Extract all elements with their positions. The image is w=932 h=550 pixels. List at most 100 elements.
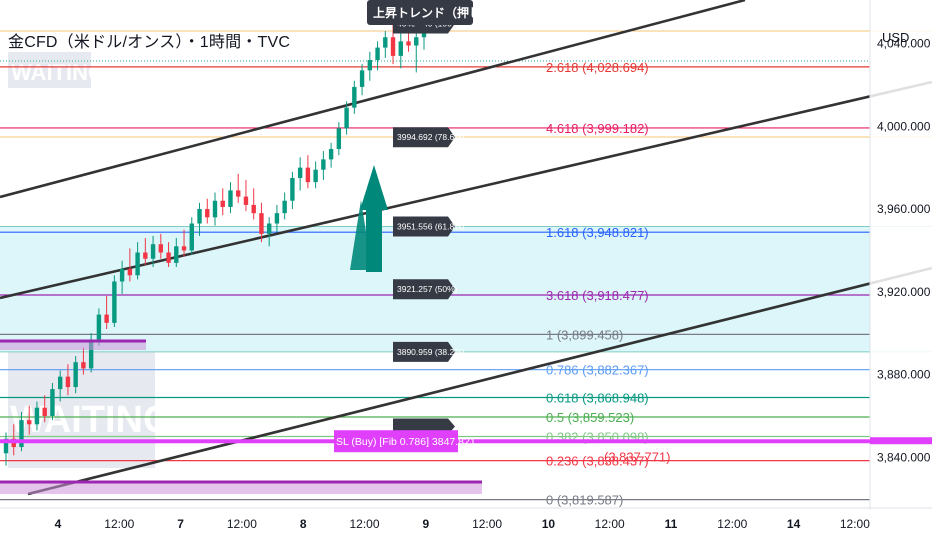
candle[interactable] — [313, 161, 318, 189]
watermark-box-bottom — [8, 352, 155, 468]
candle-body — [189, 223, 194, 251]
candle-body — [383, 37, 388, 48]
candle[interactable] — [266, 217, 272, 247]
candle[interactable] — [158, 233, 164, 259]
candle-body — [236, 190, 241, 197]
candle[interactable] — [297, 157, 303, 191]
candle-body — [127, 269, 133, 276]
candle[interactable] — [50, 382, 55, 421]
time-tick-label: 9 — [422, 517, 429, 531]
candle[interactable] — [321, 151, 326, 181]
time-tick-label: 12:00 — [349, 517, 379, 531]
candle[interactable] — [19, 411, 24, 452]
purple-zone-bar-2 — [0, 482, 482, 494]
candle[interactable] — [42, 395, 47, 423]
trend-callout-tail — [414, 25, 426, 34]
candle[interactable] — [383, 31, 388, 58]
candle[interactable] — [34, 401, 40, 431]
candle[interactable] — [367, 51, 373, 81]
fib-percent-label[interactable]: 3890.959 (38.2%) — [393, 341, 465, 362]
candle[interactable] — [104, 295, 109, 330]
candle[interactable] — [352, 80, 357, 114]
candle[interactable] — [236, 173, 241, 203]
candle[interactable] — [290, 171, 295, 210]
channel-line-2[interactable] — [27, 266, 932, 496]
candle[interactable] — [220, 188, 225, 216]
fib-percent-label[interactable]: 3921.257 (50%) — [393, 279, 458, 300]
candle-body — [266, 223, 272, 234]
candle[interactable] — [274, 204, 280, 232]
channel-line-1[interactable] — [0, 80, 932, 300]
price-tick-label: 3,920.000 — [877, 285, 931, 299]
candle[interactable] — [143, 238, 148, 265]
candle[interactable] — [282, 192, 287, 220]
candle[interactable] — [81, 347, 86, 375]
candle[interactable] — [398, 31, 403, 69]
candle[interactable] — [328, 142, 334, 168]
candle-body — [19, 420, 24, 448]
candle[interactable] — [96, 308, 102, 346]
candle[interactable] — [65, 364, 71, 396]
fib-percent-label[interactable]: 3994.692 (78.6%) — [393, 127, 465, 148]
time-tick-label: 7 — [177, 517, 184, 531]
price-tick-label: 4,040.000 — [877, 36, 931, 50]
candle-body — [220, 200, 225, 207]
candle[interactable] — [336, 122, 342, 156]
candle[interactable] — [414, 26, 419, 73]
candle-body — [205, 209, 210, 218]
trend-callout-box — [367, 0, 473, 25]
candle[interactable] — [359, 64, 365, 96]
candle[interactable] — [73, 355, 78, 394]
watermark-box-top — [8, 52, 91, 88]
candle-body — [34, 407, 40, 425]
candle-body — [406, 41, 411, 46]
candle[interactable] — [251, 188, 256, 220]
candle[interactable] — [375, 41, 380, 71]
channel-line-0[interactable] — [0, 0, 746, 199]
candle[interactable] — [344, 101, 349, 135]
fib-percent-pill — [393, 127, 455, 148]
purple-zone-bar-1 — [0, 341, 146, 350]
trend-callout[interactable]: 上昇トレンド（押し目） — [367, 0, 505, 34]
candle-body — [73, 362, 78, 388]
fib-percent-pill — [393, 341, 455, 362]
candle[interactable] — [150, 235, 156, 267]
candle[interactable] — [127, 248, 133, 282]
candle[interactable] — [259, 202, 264, 243]
candle-body — [27, 420, 32, 425]
candle[interactable] — [228, 182, 233, 214]
candle[interactable] — [205, 198, 210, 224]
candle[interactable] — [3, 432, 9, 466]
candle[interactable] — [305, 155, 311, 189]
candle[interactable] — [181, 229, 187, 257]
fib-percent-text: 3890.959 (38.2%) — [397, 347, 465, 357]
candle[interactable] — [189, 217, 194, 255]
candle-body — [135, 252, 140, 276]
candle-body — [282, 200, 287, 214]
fib-percent-text: 3951.556 (61.8%) — [397, 222, 465, 232]
candle-body — [181, 246, 187, 251]
candle-body — [104, 314, 109, 323]
fib-percent-label[interactable]: 3951.556 (61.8%) — [393, 216, 465, 237]
stop-loss-label[interactable]: SL (Buy) [Fib 0.786] 3847.821 — [334, 430, 476, 453]
candle[interactable] — [197, 202, 202, 236]
candle[interactable] — [57, 370, 63, 402]
fib-percent-pill — [393, 216, 455, 237]
candle[interactable] — [135, 242, 140, 280]
time-tick-label: 12:00 — [104, 517, 134, 531]
candle-body — [212, 200, 218, 218]
candle[interactable] — [166, 242, 171, 267]
fib-level-label: 0 (3,819.587) — [546, 493, 623, 508]
candle[interactable] — [212, 192, 218, 226]
candle-body — [352, 86, 357, 108]
fib-percent-text: 3921.257 (50%) — [397, 284, 458, 294]
candle[interactable] — [27, 405, 32, 435]
fib-level-label: 3.618 (3,918.477) — [546, 288, 649, 303]
candle-body — [81, 362, 86, 369]
candle[interactable] — [119, 260, 125, 294]
candle[interactable] — [174, 238, 179, 267]
currency-label[interactable]: USD — [882, 30, 910, 45]
candle[interactable] — [112, 275, 117, 328]
candle[interactable] — [243, 180, 249, 212]
